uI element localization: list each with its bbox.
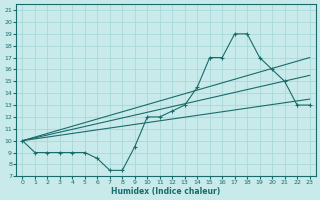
X-axis label: Humidex (Indice chaleur): Humidex (Indice chaleur) bbox=[111, 187, 221, 196]
